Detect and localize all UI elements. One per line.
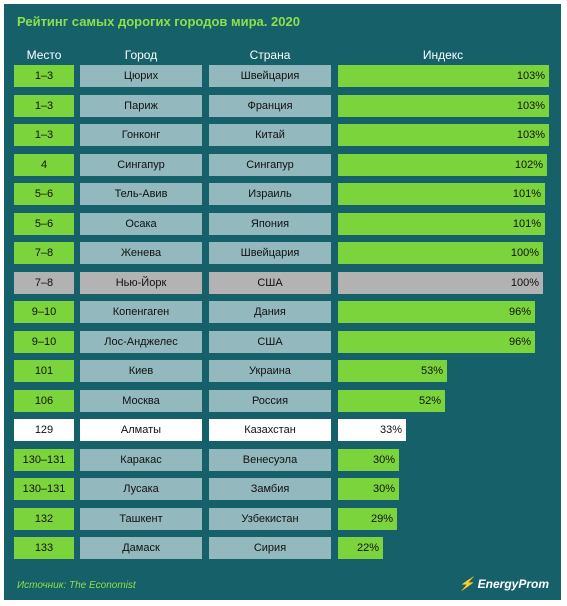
city-cell: Цюрих (80, 65, 202, 87)
header-city: Город (124, 48, 158, 62)
country-cell: Украина (209, 360, 331, 382)
rank-cell: 106 (14, 390, 74, 412)
rank-cell: 7–8 (14, 272, 74, 294)
rank-cell: 4 (14, 154, 74, 176)
rank-cell: 1–3 (14, 65, 74, 87)
city-cell: Лусака (80, 478, 202, 500)
city-cell: Каракас (80, 449, 202, 471)
energyprom-logo-icon: ⚡ (458, 576, 475, 591)
country-cell: Казахстан (209, 419, 331, 441)
city-cell: Копенгаген (80, 301, 202, 323)
city-cell: Москва (80, 390, 202, 412)
city-cell: Киев (80, 360, 202, 382)
country-cell: Замбия (209, 478, 331, 500)
city-cell: Нью-Йорк (80, 272, 202, 294)
rank-cell: 1–3 (14, 95, 74, 117)
index-bar: 100% (338, 272, 543, 294)
city-cell: Алматы (80, 419, 202, 441)
brand-logo: ⚡ EnergyProm (458, 576, 549, 592)
index-bar: 103% (338, 65, 549, 87)
rank-cell: 7–8 (14, 242, 74, 264)
rank-cell: 130–131 (14, 449, 74, 471)
country-cell: Узбекистан (209, 508, 331, 530)
city-cell: Женева (80, 242, 202, 264)
rank-cell: 101 (14, 360, 74, 382)
city-cell: Сингапур (80, 154, 202, 176)
rank-cell: 9–10 (14, 301, 74, 323)
index-bar: 52% (338, 390, 445, 412)
index-bar: 22% (338, 537, 383, 559)
source-note: Источник: The Economist (17, 580, 136, 591)
index-bar: 30% (338, 478, 399, 500)
country-cell: США (209, 331, 331, 353)
header-country: Страна (249, 48, 291, 62)
rank-cell: 133 (14, 537, 74, 559)
brand-name: EnergyProm (477, 577, 549, 591)
city-cell: Париж (80, 95, 202, 117)
city-cell: Тель-Авив (80, 183, 202, 205)
index-bar: 30% (338, 449, 399, 471)
index-bar: 101% (338, 213, 545, 235)
rank-cell: 5–6 (14, 183, 74, 205)
city-cell: Осака (80, 213, 202, 235)
chart-panel: Рейтинг самых дорогих городов мира. 2020… (4, 4, 561, 600)
index-bar: 53% (338, 360, 447, 382)
header-index: Индекс (422, 48, 464, 62)
country-cell: Сингапур (209, 154, 331, 176)
country-cell: Франция (209, 95, 331, 117)
city-cell: Дамаск (80, 537, 202, 559)
country-cell: Дания (209, 301, 331, 323)
index-bar: 103% (338, 95, 549, 117)
index-bar: 96% (338, 331, 535, 353)
index-bar: 103% (338, 124, 549, 146)
rank-cell: 130–131 (14, 478, 74, 500)
index-bar: 96% (338, 301, 535, 323)
country-cell: США (209, 272, 331, 294)
city-cell: Ташкент (80, 508, 202, 530)
country-cell: Венесуэла (209, 449, 331, 471)
rank-cell: 9–10 (14, 331, 74, 353)
city-cell: Гонконг (80, 124, 202, 146)
index-bar: 101% (338, 183, 545, 205)
country-cell: Китай (209, 124, 331, 146)
country-cell: Сирия (209, 537, 331, 559)
index-bar: 100% (338, 242, 543, 264)
country-cell: Япония (209, 213, 331, 235)
country-cell: Швейцария (209, 65, 331, 87)
rank-cell: 5–6 (14, 213, 74, 235)
rank-cell: 132 (14, 508, 74, 530)
rank-cell: 129 (14, 419, 74, 441)
index-bar: 102% (338, 154, 547, 176)
country-cell: Швейцария (209, 242, 331, 264)
header-rank: Место (26, 48, 62, 62)
country-cell: Россия (209, 390, 331, 412)
city-cell: Лос-Анджелес (80, 331, 202, 353)
country-cell: Израиль (209, 183, 331, 205)
index-bar: 33% (338, 419, 406, 441)
rank-cell: 1–3 (14, 124, 74, 146)
index-bar: 29% (338, 508, 397, 530)
chart-title: Рейтинг самых дорогих городов мира. 2020 (17, 14, 300, 29)
